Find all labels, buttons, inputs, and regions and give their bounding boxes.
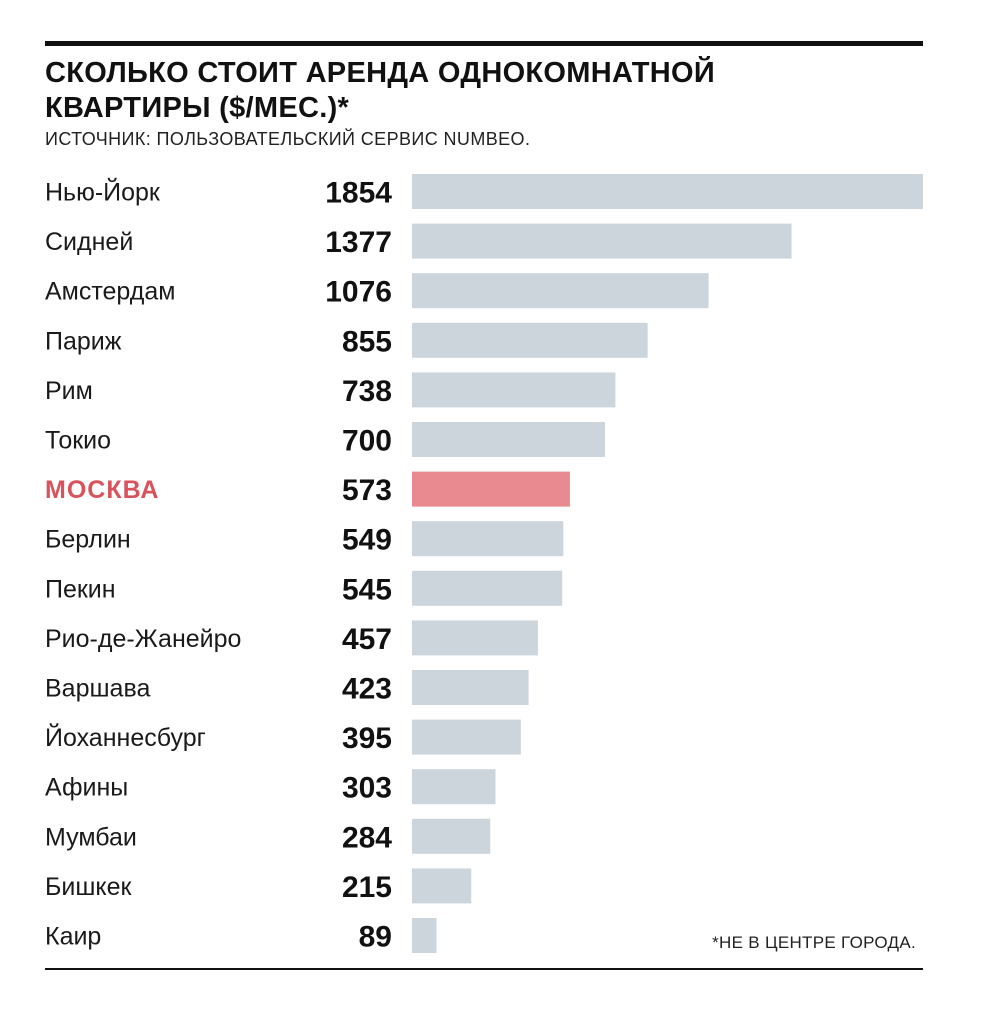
- category-label-0: Нью-Йорк: [45, 177, 161, 207]
- chart-source: ИСТОЧНИК: ПОЛЬЗОВАТЕЛЬСКИЙ СЕРВИС NUMBEO…: [45, 129, 531, 149]
- bar-14: [412, 868, 472, 904]
- category-label-13: Мумбаи: [45, 823, 137, 851]
- bar-9: [412, 620, 538, 656]
- value-label-5: 700: [342, 425, 392, 458]
- category-label-9: Рио-де-Жанейро: [45, 625, 241, 653]
- bar-row-2: Амстердам 1076: [45, 273, 709, 309]
- chart-title-line-1: СКОЛЬКО СТОИТ АРЕНДА ОДНОКОМНАТНОЙ: [45, 57, 716, 89]
- category-label-2: Амстердам: [45, 278, 175, 306]
- bar-row-3: Париж 855: [45, 322, 648, 358]
- bar-row-0: Нью-Йорк 1854: [45, 174, 923, 210]
- value-label-10: 423: [342, 673, 392, 706]
- category-label-6: МОСКВА: [45, 476, 159, 504]
- top-rule: [45, 41, 923, 46]
- bar-row-9: Рио-де-Жанейро 457: [45, 620, 538, 656]
- bar-row-7: Берлин 549: [45, 521, 564, 557]
- bar-4: [412, 372, 616, 408]
- bar-11: [412, 719, 521, 755]
- bottom-rule: [45, 968, 923, 970]
- value-label-2: 1076: [325, 276, 392, 309]
- bar-3: [412, 322, 648, 358]
- value-label-6: 573: [342, 474, 392, 507]
- bar-2: [412, 273, 709, 309]
- value-label-8: 545: [342, 573, 392, 606]
- bar-10: [412, 670, 529, 705]
- bar-1: [412, 223, 792, 259]
- bar-5: [412, 422, 605, 457]
- chart-title-line-2: КВАРТИРЫ ($/МЕС.)*: [45, 92, 350, 124]
- category-label-14: Бишкек: [45, 873, 133, 901]
- bar-13: [412, 818, 491, 854]
- category-label-3: Париж: [45, 327, 122, 355]
- bar-12: [412, 769, 496, 805]
- bar-15: [412, 918, 437, 953]
- value-label-11: 395: [342, 722, 392, 755]
- value-label-15: 89: [359, 921, 392, 954]
- bar-row-11: Йоханнесбург 395: [45, 719, 521, 755]
- bar-row-12: Афины 303: [45, 769, 496, 805]
- category-label-5: Токио: [45, 427, 111, 455]
- category-label-4: Рим: [45, 377, 93, 405]
- bar-row-8: Пекин 545: [45, 570, 563, 606]
- value-label-13: 284: [342, 821, 392, 854]
- bar-8: [412, 570, 563, 606]
- value-label-12: 303: [342, 772, 392, 805]
- category-label-15: Каир: [45, 923, 101, 951]
- bar-row-14: Бишкек 215: [45, 868, 472, 904]
- bar-row-15: Каир 89: [45, 918, 437, 954]
- bar-row-13: Мумбаи 284: [45, 818, 491, 854]
- value-label-3: 855: [342, 325, 392, 358]
- bar-0: [412, 174, 923, 209]
- bar-row-1: Сидней 1377: [45, 223, 792, 259]
- value-label-9: 457: [342, 623, 392, 656]
- bar-row-4: Рим 738: [45, 372, 616, 408]
- value-label-4: 738: [342, 375, 392, 408]
- bar-row-5: Токио 700: [45, 422, 605, 458]
- bar-6: [412, 471, 570, 507]
- category-label-1: Сидней: [45, 228, 133, 256]
- bar-row-10: Варшава 423: [45, 670, 529, 706]
- category-label-7: Берлин: [45, 526, 131, 554]
- bar-7: [412, 521, 564, 557]
- value-label-14: 215: [342, 871, 392, 904]
- chart-title: СКОЛЬКО СТОИТ АРЕНДА ОДНОКОМНАТНОЙ КВАРТ…: [45, 56, 915, 126]
- value-label-1: 1377: [325, 226, 392, 259]
- category-label-10: Варшава: [45, 675, 150, 703]
- category-label-11: Йоханнесбург: [45, 722, 206, 752]
- category-label-12: Афины: [45, 774, 128, 802]
- value-label-0: 1854: [325, 177, 392, 210]
- bar-row-6: МОСКВА 573: [45, 471, 570, 507]
- value-label-7: 549: [342, 524, 392, 557]
- category-label-8: Пекин: [45, 575, 116, 603]
- chart-footnote: *НЕ В ЦЕНТРЕ ГОРОДА.: [712, 933, 916, 952]
